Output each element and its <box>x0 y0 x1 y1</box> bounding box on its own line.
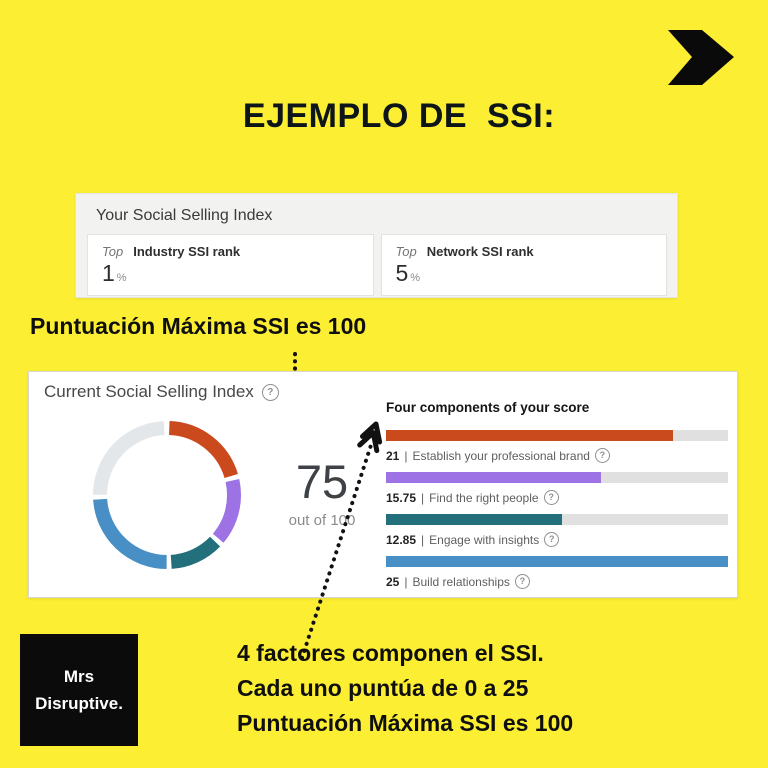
score-bar-row: 21 | Establish your professional brand ? <box>386 430 728 463</box>
bar-fill-brand <box>386 430 674 441</box>
brand-logo: Mrs Disruptive. <box>20 634 138 746</box>
network-rank-card: Top Network SSI rank 5% <box>380 234 667 296</box>
question-mark-icon[interactable]: ? <box>544 532 560 547</box>
page-title: EJEMPLO DE SSI: <box>242 97 556 135</box>
bar-name: Build relationships <box>412 574 510 589</box>
bar-track <box>386 472 728 483</box>
score-caption: out of 100 <box>288 512 356 529</box>
note-line: Cada uno puntúa de 0 a 25 <box>237 675 529 701</box>
logo-line-2: Disruptive. <box>35 694 123 713</box>
bar-separator: | <box>421 532 425 547</box>
question-mark-icon[interactable]: ? <box>594 448 610 463</box>
rank-prefix: Top <box>395 244 417 259</box>
score-value: 75 <box>295 455 349 508</box>
rank-label: Network SSI rank <box>426 244 534 259</box>
bar-track <box>386 514 728 525</box>
bar-score: 21 <box>386 448 400 463</box>
question-mark-icon[interactable]: ? <box>543 490 559 505</box>
rank-value: 5 <box>395 260 409 286</box>
dotted-arrow-diagonal-icon <box>300 421 383 660</box>
score-bar-row: 25 | Build relationships ? <box>386 556 728 589</box>
bar-fill-people <box>386 472 602 483</box>
bar-name: Find the right people <box>429 490 539 505</box>
question-mark-icon[interactable]: ? <box>514 574 530 589</box>
max-score-note: Puntuación Máxima SSI es 100 <box>30 313 367 339</box>
panel-title: Current Social Selling Index <box>44 382 254 401</box>
bar-fill-insights <box>386 514 562 525</box>
score-bar-row: 12.85 | Engage with insights ? <box>386 514 728 547</box>
score-bar-row: 15.75 | Find the right people ? <box>386 472 728 505</box>
ssi-score-panel: Current Social Selling Index ? 75 out of… <box>28 371 738 598</box>
score-block: 75 out of 100 <box>244 458 400 529</box>
bar-score: 25 <box>386 574 400 589</box>
bar-score: 12.85 <box>386 532 417 547</box>
bar-name: Establish your professional brand <box>412 448 590 463</box>
components-title: Four components of your score <box>386 400 590 415</box>
bar-name: Engage with insights <box>429 532 540 547</box>
bar-track <box>386 556 728 567</box>
bottom-note: 4 factores componen el SSI. Cada uno pun… <box>237 636 573 741</box>
bar-separator: | <box>404 448 408 463</box>
rank-panel-title: Your Social Selling Index <box>96 207 273 224</box>
note-line: 4 factores componen el SSI. <box>237 640 544 666</box>
bar-separator: | <box>404 574 408 589</box>
forward-arrow-icon <box>668 30 734 85</box>
bar-fill-relationships <box>386 556 728 567</box>
bar-separator: | <box>421 490 425 505</box>
rank-prefix: Top <box>102 244 124 259</box>
note-line: Puntuación Máxima SSI es 100 <box>237 710 574 736</box>
industry-rank-card: Top Industry SSI rank 1% <box>87 234 374 296</box>
ssi-rank-panel: Your Social Selling Index Top Industry S… <box>75 193 678 298</box>
rank-unit: % <box>410 272 421 284</box>
rank-unit: % <box>116 272 127 284</box>
bar-track <box>386 430 728 441</box>
logo-line-1: Mrs <box>63 667 95 686</box>
score-components: Four components of your score 21 | Estab… <box>386 400 728 598</box>
rank-cards: Top Industry SSI rank 1% Top Network SSI… <box>87 234 667 296</box>
rank-label: Industry SSI rank <box>133 244 241 259</box>
question-mark-icon[interactable]: ? <box>261 383 279 401</box>
rank-value: 1 <box>102 260 115 286</box>
ssi-donut-chart <box>93 421 241 569</box>
bar-score: 15.75 <box>386 490 417 505</box>
